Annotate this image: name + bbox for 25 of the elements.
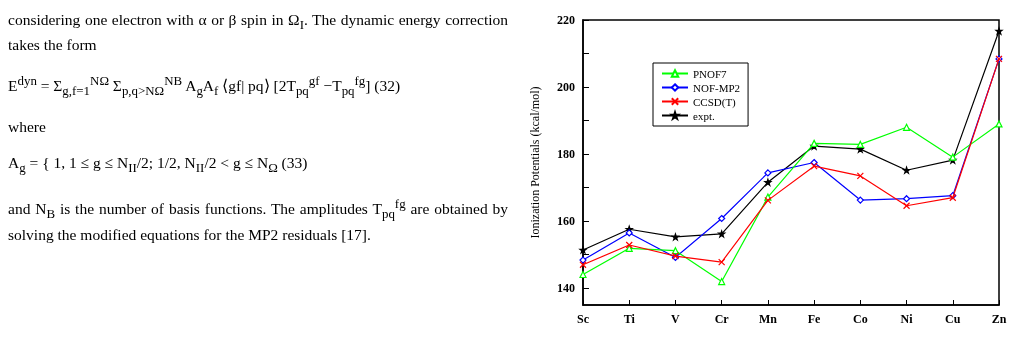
- text: considering one electron with α or β spin in Ω$_{I}$. The dynamic energy correction takes the form: [8, 11, 508, 54]
- x-tick-label: Zn: [991, 312, 1007, 326]
- y-axis-title: Ionization Potentials (kcal/mol): [528, 86, 542, 239]
- legend-label: PNOF7: [693, 67, 728, 80]
- x-tick-label: Sc: [577, 312, 590, 326]
- x-tick-label: Fe: [807, 312, 822, 326]
- y-tick-label: 200: [557, 80, 575, 95]
- x-tick-label: Cu: [945, 312, 961, 326]
- y-tick-label: 220: [557, 13, 575, 27]
- text: E$^{dyn}$ = Σ$_{g,f=1}$$^{NΩ}$ Σ$_{p,q>NΩ}$$^{NB}$ A$_{g}$A$_{f}$ ⟨gf| pq⟩ [2T$_{pq}$$^{gf}$ −T$_{pq}$$^{fg}$] (32): [8, 73, 401, 99]
- y-tick-label: 160: [557, 214, 575, 229]
- x-tick-label: Ni: [900, 312, 914, 326]
- x-tick-label: Ti: [623, 312, 636, 326]
- y-tick-label: 180: [557, 147, 575, 162]
- x-tick-label: Cr: [714, 312, 730, 326]
- legend-label: expt.: [693, 109, 715, 122]
- y-tick-label: 140: [557, 281, 575, 296]
- x-tick-label: Co: [853, 312, 868, 326]
- legend-label: NOF-MP2: [693, 81, 741, 94]
- legend-label: CCSD(T): [693, 95, 737, 109]
- text: where: [8, 117, 47, 138]
- text: and N$_{B}$ is the number of basis functions. The amplitudes T$_{pq}$$^{fg}$ are obtained by solving the modified equations for the MP2 residuals [17].: [8, 196, 508, 243]
- x-tick-label: V: [671, 312, 681, 326]
- text: A$_{g}$ = { 1, 1 ≤ g ≤ N$_{II}$/2; 1/2, N$_{II}$/2 < g ≤ N$_{Ω}$ (33): [8, 154, 308, 176]
- x-tick-label: Mn: [758, 312, 778, 326]
